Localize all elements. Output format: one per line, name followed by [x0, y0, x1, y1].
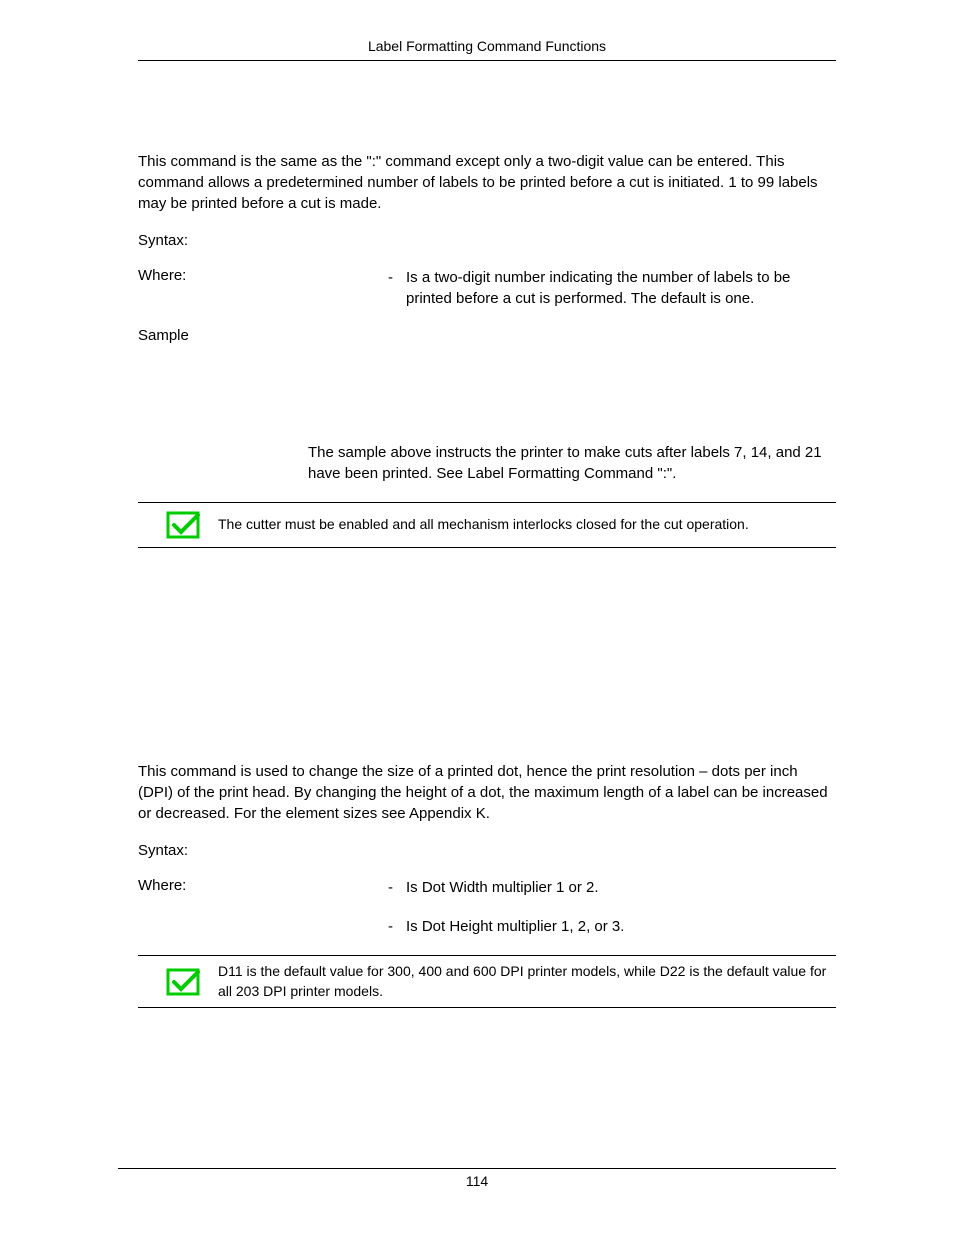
checkmark-icon	[166, 968, 200, 996]
sample-label: Sample	[138, 327, 388, 344]
note-box-1: The cutter must be enabled and all mecha…	[138, 502, 836, 548]
syntax-row-1: Syntax:	[138, 232, 836, 249]
header-title: Label Formatting Command Functions	[138, 38, 836, 60]
note-text-2: D11 is the default value for 300, 400 an…	[218, 962, 836, 1001]
section2-intro: This command is used to change the size …	[138, 761, 836, 824]
where-row-2b: - Is Dot Height multiplier 1, 2, or 3.	[138, 916, 836, 937]
where-text-2a: Is Dot Width multiplier 1 or 2.	[406, 877, 599, 898]
bullet-dash: -	[388, 267, 406, 288]
note-box-2: D11 is the default value for 300, 400 an…	[138, 955, 836, 1008]
where-row-2a: Where: - Is Dot Width multiplier 1 or 2.	[138, 877, 836, 898]
where-text-2b: Is Dot Height multiplier 1, 2, or 3.	[406, 916, 624, 937]
sample-row: Sample	[138, 327, 836, 344]
syntax-row-2: Syntax:	[138, 842, 836, 859]
header-rule	[138, 60, 836, 61]
where-label-1: Where:	[138, 267, 388, 284]
footer-rule	[118, 1168, 836, 1169]
bullet-dash: -	[388, 877, 406, 898]
bullet-dash: -	[388, 916, 406, 937]
footer: 114	[118, 1168, 836, 1189]
page-number: 114	[118, 1173, 836, 1189]
section1-intro: This command is the same as the ":" comm…	[138, 151, 836, 214]
checkmark-icon	[166, 511, 200, 539]
note-text-1: The cutter must be enabled and all mecha…	[218, 515, 749, 535]
syntax-label-1: Syntax:	[138, 232, 388, 249]
where-text-1: Is a two-digit number indicating the num…	[406, 267, 836, 309]
where-row-1: Where: - Is a two-digit number indicatin…	[138, 267, 836, 309]
sample-explanation: The sample above instructs the printer t…	[308, 442, 836, 484]
syntax-label-2: Syntax:	[138, 842, 388, 859]
where-label-2: Where:	[138, 877, 388, 894]
